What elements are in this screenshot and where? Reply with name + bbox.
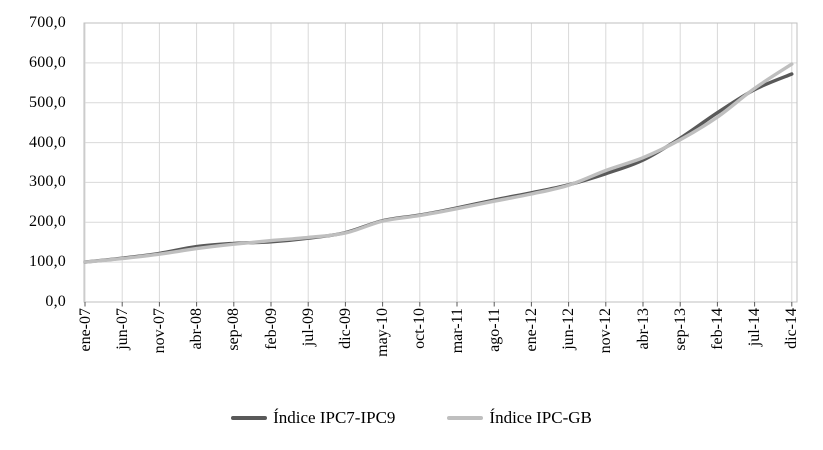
x-tick-label: nov-07 [150,308,168,354]
y-tick-label: 0,0 [45,293,66,310]
x-tick-label: may-10 [374,308,392,357]
y-tick-label: 200,0 [29,213,66,231]
y-tick-label: 100,0 [29,253,66,271]
x-tick-label: nov-12 [597,308,615,354]
y-tick-label: 400,0 [29,133,66,151]
x-tick-label: feb-14 [708,308,726,350]
y-tick-label: 500,0 [29,93,66,111]
legend-swatch-ipc7-ipc9-icon [231,415,268,421]
x-tick-label: jun-12 [560,308,578,350]
legend-item-indice-ipc-gb: Índice IPC-GB [447,408,592,428]
x-tick-label: mar-11 [448,308,466,354]
x-tick-label: dic-14 [783,308,801,349]
x-tick-label: ene-12 [522,308,540,352]
series-line-1 [83,62,794,264]
x-tick-label: sep-13 [671,308,689,351]
x-tick-label: jul-14 [746,308,764,347]
x-tick-label: ago-11 [485,308,503,352]
x-tick-label: oct-10 [411,308,429,349]
x-tick-label: sep-08 [225,308,243,351]
x-tick-label: dic-09 [336,308,354,349]
x-tick-label: abr-08 [188,308,206,350]
y-tick-label: 300,0 [29,173,66,191]
x-tick-label: ene-07 [76,308,94,352]
x-tick-label: jun-07 [113,308,131,350]
x-tick-label: jul-09 [299,308,317,347]
x-tick-label: feb-09 [262,308,280,350]
legend: Índice IPC7-IPC9 Índice IPC-GB [0,403,823,433]
plot-border [83,22,798,303]
legend-swatch-ipc-gb-icon [447,415,484,421]
x-tick-label: abr-13 [634,308,652,350]
legend-item-indice-ipc7-ipc9: Índice IPC7-IPC9 [231,408,395,428]
y-tick-label: 600,0 [29,53,66,71]
y-tick-label: 700,0 [29,14,66,31]
legend-label-ipc-gb: Índice IPC-GB [489,408,592,427]
legend-label-ipc7-ipc9: Índice IPC7-IPC9 [273,408,396,427]
